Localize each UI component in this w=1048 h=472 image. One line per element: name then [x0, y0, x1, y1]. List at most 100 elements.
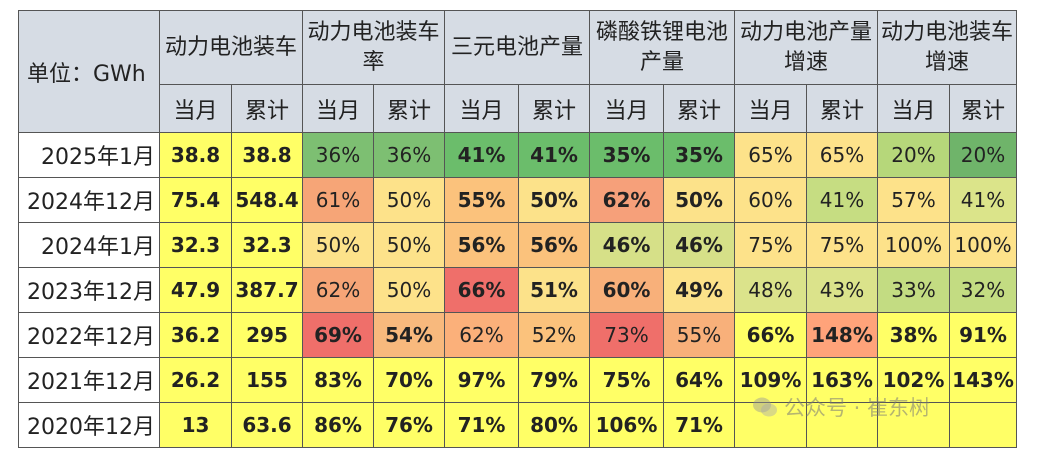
- table-cell: 50%: [373, 222, 445, 268]
- row-label: 2024年1月: [18, 222, 160, 268]
- table-cell: 54%: [373, 312, 445, 358]
- subcolumn-header: 当月: [159, 84, 232, 133]
- table-cell: 79%: [518, 357, 590, 403]
- table-cell: 41%: [444, 132, 519, 178]
- table-cell: 109%: [734, 357, 807, 403]
- table-cell: 71%: [663, 402, 735, 448]
- table-cell: [877, 402, 950, 448]
- group-header: 磷酸铁锂电池产量: [589, 10, 735, 85]
- data-table-container: 单位：GWh 动力电池装车 动力电池装车率 三元电池产量 磷酸铁锂电池产量 动力电池产量增…: [18, 10, 1017, 448]
- table-cell: 56%: [518, 222, 590, 268]
- subcolumn-header: 当月: [734, 84, 807, 133]
- table-row: 2023年12月 47.9 387.7 62% 50% 66% 51% 60% 49% 48% 43…: [18, 267, 1017, 313]
- table-cell: 49%: [663, 267, 735, 313]
- table-cell: 38.8: [159, 132, 232, 178]
- table-cell: 46%: [589, 222, 664, 268]
- table-cell: 51%: [518, 267, 590, 313]
- table-cell: 63.6: [231, 402, 303, 448]
- table-cell: 20%: [877, 132, 950, 178]
- table-cell: 50%: [302, 222, 374, 268]
- table-cell: 38%: [877, 312, 950, 358]
- table-cell: 97%: [444, 357, 519, 403]
- subcolumn-header: 累计: [231, 84, 303, 133]
- table-cell: 75%: [589, 357, 664, 403]
- table-cell: 32.3: [231, 222, 303, 268]
- subcolumn-header: 累计: [806, 84, 878, 133]
- row-label: 2023年12月: [18, 267, 160, 313]
- table-cell: 75%: [734, 222, 807, 268]
- group-header: 动力电池装车增速: [877, 10, 1017, 85]
- table-cell: [806, 402, 878, 448]
- table-row: 2021年12月 26.2 155 83% 70% 97% 79% 75% 64% 109% 163…: [18, 357, 1017, 403]
- table-cell: 41%: [806, 177, 878, 223]
- table-cell: 86%: [302, 402, 374, 448]
- table-cell: 64%: [663, 357, 735, 403]
- table-cell: 46%: [663, 222, 735, 268]
- table-cell: 32.3: [159, 222, 232, 268]
- table-cell: 83%: [302, 357, 374, 403]
- table-cell: 91%: [949, 312, 1017, 358]
- table-cell: 38.8: [231, 132, 303, 178]
- table-row: 2020年12月 13 63.6 86% 76% 71% 80% 106% 71%: [18, 402, 1017, 448]
- table-cell: 548.4: [231, 177, 303, 223]
- table-cell: 143%: [949, 357, 1017, 403]
- table-cell: 62%: [444, 312, 519, 358]
- table-cell: 102%: [877, 357, 950, 403]
- data-table: 单位：GWh 动力电池装车 动力电池装车率 三元电池产量 磷酸铁锂电池产量 动力电池产量增…: [18, 10, 1017, 448]
- table-cell: 48%: [734, 267, 807, 313]
- table-cell: 20%: [949, 132, 1017, 178]
- table-cell: 43%: [806, 267, 878, 313]
- table-cell: 106%: [589, 402, 664, 448]
- table-cell: 13: [159, 402, 232, 448]
- table-row: 2024年12月 75.4 548.4 61% 50% 55% 50% 62% 50% 60% 41…: [18, 177, 1017, 223]
- row-label: 2024年12月: [18, 177, 160, 223]
- table-cell: 387.7: [231, 267, 303, 313]
- table-cell: 32%: [949, 267, 1017, 313]
- table-cell: 62%: [589, 177, 664, 223]
- table-cell: 71%: [444, 402, 519, 448]
- row-label: 2020年12月: [18, 402, 160, 448]
- subcolumn-header: 累计: [663, 84, 735, 133]
- table-cell: 57%: [877, 177, 950, 223]
- table-cell: 26.2: [159, 357, 232, 403]
- group-header: 动力电池装车率: [302, 10, 445, 85]
- table-cell: 35%: [589, 132, 664, 178]
- table-cell: 41%: [518, 132, 590, 178]
- subcolumn-header: 累计: [373, 84, 445, 133]
- group-header: 三元电池产量: [444, 10, 590, 85]
- row-label: 2025年1月: [18, 132, 160, 178]
- table-cell: 69%: [302, 312, 374, 358]
- table-cell: 75%: [806, 222, 878, 268]
- table-cell: 100%: [949, 222, 1017, 268]
- table-cell: 47.9: [159, 267, 232, 313]
- group-header: 动力电池装车: [159, 10, 303, 85]
- table-cell: 60%: [734, 177, 807, 223]
- table-cell: 50%: [373, 267, 445, 313]
- table-cell: 60%: [589, 267, 664, 313]
- table-cell: 73%: [589, 312, 664, 358]
- subcolumn-header: 累计: [518, 84, 590, 133]
- group-header: 动力电池产量增速: [734, 10, 878, 85]
- table-cell: 163%: [806, 357, 878, 403]
- table-cell: 65%: [734, 132, 807, 178]
- table-cell: 36.2: [159, 312, 232, 358]
- table-cell: 56%: [444, 222, 519, 268]
- table-cell: 80%: [518, 402, 590, 448]
- subcolumn-header: 当月: [302, 84, 374, 133]
- table-cell: 76%: [373, 402, 445, 448]
- table-row: 2025年1月 38.8 38.8 36% 36% 41% 41% 35% 35% 65% 65% 2…: [18, 132, 1017, 178]
- row-label: 2021年12月: [18, 357, 160, 403]
- table-cell: 50%: [373, 177, 445, 223]
- table-cell: [734, 402, 807, 448]
- subcolumn-header: 当月: [444, 84, 519, 133]
- table-cell: 66%: [734, 312, 807, 358]
- table-cell: [949, 402, 1017, 448]
- table-cell: 52%: [518, 312, 590, 358]
- table-cell: 55%: [444, 177, 519, 223]
- table-cell: 55%: [663, 312, 735, 358]
- subcolumn-header: 当月: [589, 84, 664, 133]
- table-cell: 62%: [302, 267, 374, 313]
- table-cell: 35%: [663, 132, 735, 178]
- table-cell: 295: [231, 312, 303, 358]
- table-cell: 61%: [302, 177, 374, 223]
